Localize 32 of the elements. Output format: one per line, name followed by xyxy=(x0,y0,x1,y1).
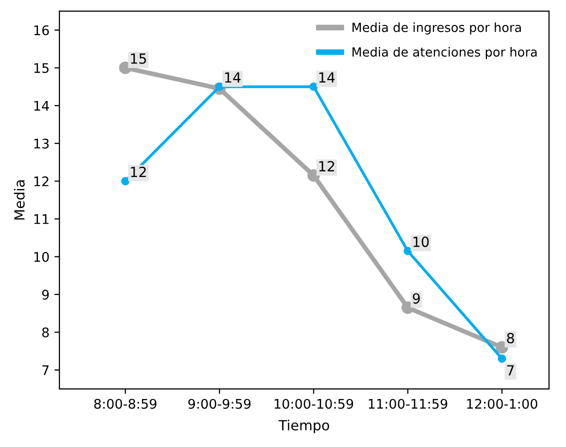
point xyxy=(309,82,318,91)
data-label: 10 xyxy=(413,236,429,248)
data-label: 12 xyxy=(131,166,146,177)
y-tick-label: 16 xyxy=(34,25,49,36)
y-tick-label: 8 xyxy=(42,327,49,338)
x-tick-label: 10:00-10:59 xyxy=(274,398,354,409)
data-label: 7 xyxy=(507,365,514,376)
x-tick-label: 8:00-8:59 xyxy=(94,398,156,409)
data-label: 8 xyxy=(507,332,514,344)
y-axis-title: Media xyxy=(14,180,25,220)
y-tick-label: 9 xyxy=(42,290,49,300)
x-tick-label: 12:00-1:00 xyxy=(467,398,538,409)
y-tick-label: 13 xyxy=(34,138,49,149)
x-tick-label: 9:00-9:59 xyxy=(188,398,251,409)
legend-label: Media de atenciones por hora xyxy=(352,47,537,60)
y-tick-label: 12 xyxy=(34,176,48,186)
y-tick-label: 11 xyxy=(34,214,48,224)
y-tick-label: 15 xyxy=(34,63,49,74)
point xyxy=(498,354,506,363)
y-tick-label: 14 xyxy=(34,100,49,111)
point xyxy=(404,246,412,256)
data-label: 14 xyxy=(319,72,335,83)
point xyxy=(121,176,130,186)
x-tick-label: 11:00-11:59 xyxy=(368,398,448,409)
legend-label: Media de ingresos por hora xyxy=(352,22,521,35)
x-axis-title: Tiempo xyxy=(278,420,330,434)
data-label: 12 xyxy=(319,161,334,172)
y-tick-label: 7 xyxy=(42,365,49,376)
data-label: 14 xyxy=(225,72,241,83)
y-tick-label: 10 xyxy=(34,252,49,262)
data-label: 9 xyxy=(412,293,420,304)
data-label: 15 xyxy=(131,54,146,64)
